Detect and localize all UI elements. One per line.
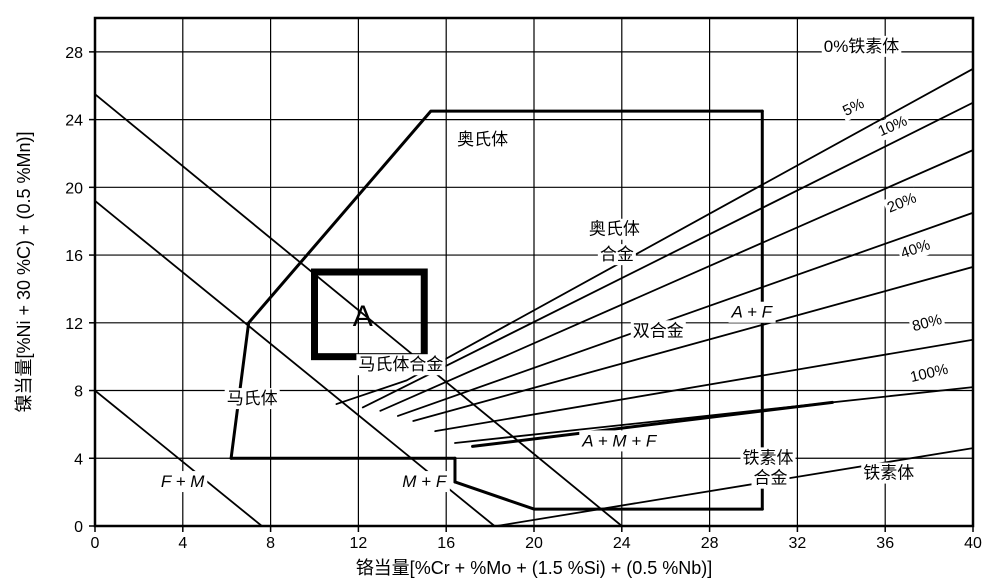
- formula-label: F + M: [159, 471, 207, 492]
- region-label: 0%铁素体: [822, 36, 902, 57]
- ytick-label: 8: [74, 384, 83, 401]
- region-label: 奥氏体: [587, 219, 642, 240]
- region-label: 铁素体: [741, 447, 796, 468]
- formula-label-text: M + F: [402, 472, 448, 491]
- highlight-box-label: A: [353, 300, 373, 333]
- region-label-text: 马氏体: [227, 389, 278, 408]
- formula-label: M + F: [400, 471, 450, 492]
- region-label: 合金: [752, 468, 790, 489]
- xtick-label: 12: [350, 535, 368, 552]
- ytick-label: 4: [74, 451, 83, 468]
- region-label: 马氏体: [225, 388, 280, 409]
- region-label: 铁素体: [861, 463, 916, 484]
- region-label-text: 合金: [754, 469, 788, 488]
- xtick-label: 24: [613, 535, 631, 552]
- region-label-text: 双合金: [633, 321, 684, 340]
- region-label-text: 奥氏体: [589, 220, 640, 239]
- xtick-label: 8: [266, 535, 275, 552]
- region-label-text: 0%铁素体: [824, 37, 900, 56]
- region-label-text: 铁素体: [863, 464, 914, 483]
- x-axis-label: 铬当量[%Cr + %Mo + (1.5 %Si) + (0.5 %Nb)]: [356, 558, 713, 578]
- y-axis-label: 镍当量[%Ni + 30 %C) + (0.5 %Mn)]: [14, 131, 34, 412]
- xtick-label: 28: [701, 535, 719, 552]
- formula-label: A + F: [729, 302, 776, 323]
- xtick-label: 0: [91, 535, 100, 552]
- xtick-label: 16: [437, 535, 455, 552]
- formula-label-text: A + F: [731, 303, 774, 322]
- ytick-label: 0: [74, 519, 83, 536]
- region-label-text: 铁素体: [743, 448, 794, 467]
- ytick-label: 20: [65, 180, 83, 197]
- region-label: 双合金: [631, 320, 686, 341]
- xtick-label: 36: [876, 535, 894, 552]
- ytick-label: 28: [65, 45, 83, 62]
- region-label-text: 奥氏体: [457, 130, 508, 149]
- xtick-label: 4: [178, 535, 187, 552]
- formula-label: A + M + F: [579, 430, 660, 451]
- schaeffler-diagram: A 0 4 8 12 16 20 24 28 32 36 40 0 4 8 12 16 20 24 28 铬当量[%Cr…: [0, 0, 1000, 583]
- ytick-label: 16: [65, 248, 83, 265]
- region-label-text: 马氏体合金: [358, 355, 443, 374]
- xtick-label: 32: [789, 535, 807, 552]
- ytick-label: 24: [65, 113, 83, 130]
- region-label: 奥氏体: [455, 129, 510, 150]
- xtick-label: 40: [964, 535, 982, 552]
- chart-svg: A 0 4 8 12 16 20 24 28 32 36 40 0 4 8 12 16 20 24 28 铬当量[%Cr…: [0, 0, 1000, 583]
- xtick-label: 20: [525, 535, 543, 552]
- formula-label-text: F + M: [161, 472, 205, 491]
- ytick-label: 12: [65, 316, 83, 333]
- formula-label-text: A + M + F: [581, 431, 658, 450]
- region-label-text: 合金: [600, 245, 634, 264]
- region-label: 马氏体合金: [356, 354, 445, 375]
- region-label: 合金: [598, 244, 636, 265]
